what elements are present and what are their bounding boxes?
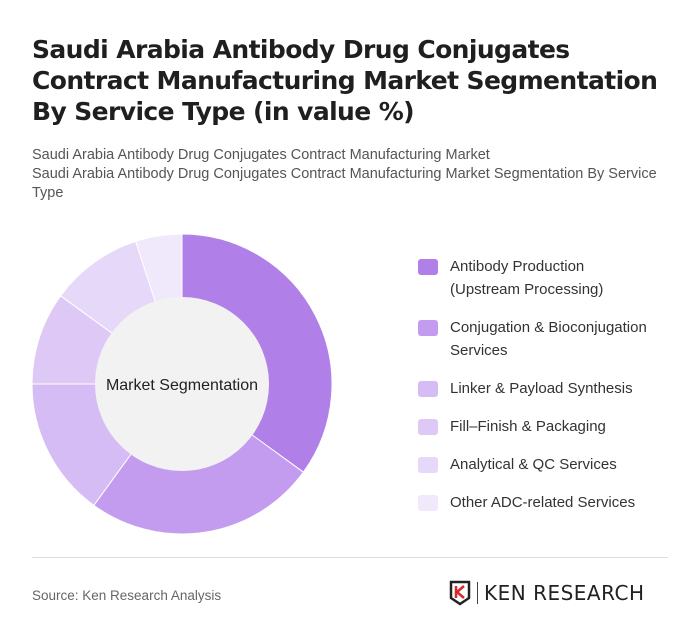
subtitle-line: Saudi Arabia Antibody Drug Conjugates Co… [32, 166, 657, 201]
legend-item: Conjugation & Bioconjugation Services [418, 316, 688, 362]
legend-label: Linker & Payload Synthesis [450, 380, 633, 397]
legend-swatch [418, 495, 438, 511]
legend-label: Analytical & QC Services [450, 456, 617, 473]
legend: Antibody Production (Upstream Processing… [418, 255, 688, 529]
donut-hole [95, 297, 269, 471]
legend-swatch [418, 457, 438, 473]
legend-item: Analytical & QC Services [418, 453, 688, 476]
legend-label: Antibody Production (Upstream Processing… [450, 258, 604, 298]
ken-logo-icon [449, 580, 471, 606]
subtitle-line: Saudi Arabia Antibody Drug Conjugates Co… [32, 147, 490, 163]
chart-title: Saudi Arabia Antibody Drug Conjugates Co… [32, 35, 658, 126]
legend-item: Antibody Production (Upstream Processing… [418, 255, 688, 301]
legend-swatch [418, 381, 438, 397]
legend-label: Other ADC-related Services [450, 494, 636, 511]
ken-research-logo: KEN RESEARCH [449, 580, 645, 606]
logo-text: KEN RESEARCH [484, 581, 645, 605]
center-label: Market Segmentation [106, 377, 258, 394]
legend-swatch [418, 419, 438, 435]
legend-item: Other ADC-related Services [418, 491, 688, 514]
legend-label: Fill–Finish & Packaging [450, 418, 606, 435]
legend-item: Fill–Finish & Packaging [418, 415, 688, 438]
donut-chart: Market Segmentation [31, 233, 333, 535]
legend-label: Conjugation & Bioconjugation Services [450, 319, 647, 359]
legend-item: Linker & Payload Synthesis [418, 377, 688, 400]
legend-swatch [418, 259, 438, 275]
legend-swatch [418, 320, 438, 336]
divider [32, 557, 668, 558]
source-text: Source: Ken Research Analysis [32, 588, 222, 603]
chart-subtitle: Saudi Arabia Antibody Drug Conjugates Co… [32, 146, 672, 203]
